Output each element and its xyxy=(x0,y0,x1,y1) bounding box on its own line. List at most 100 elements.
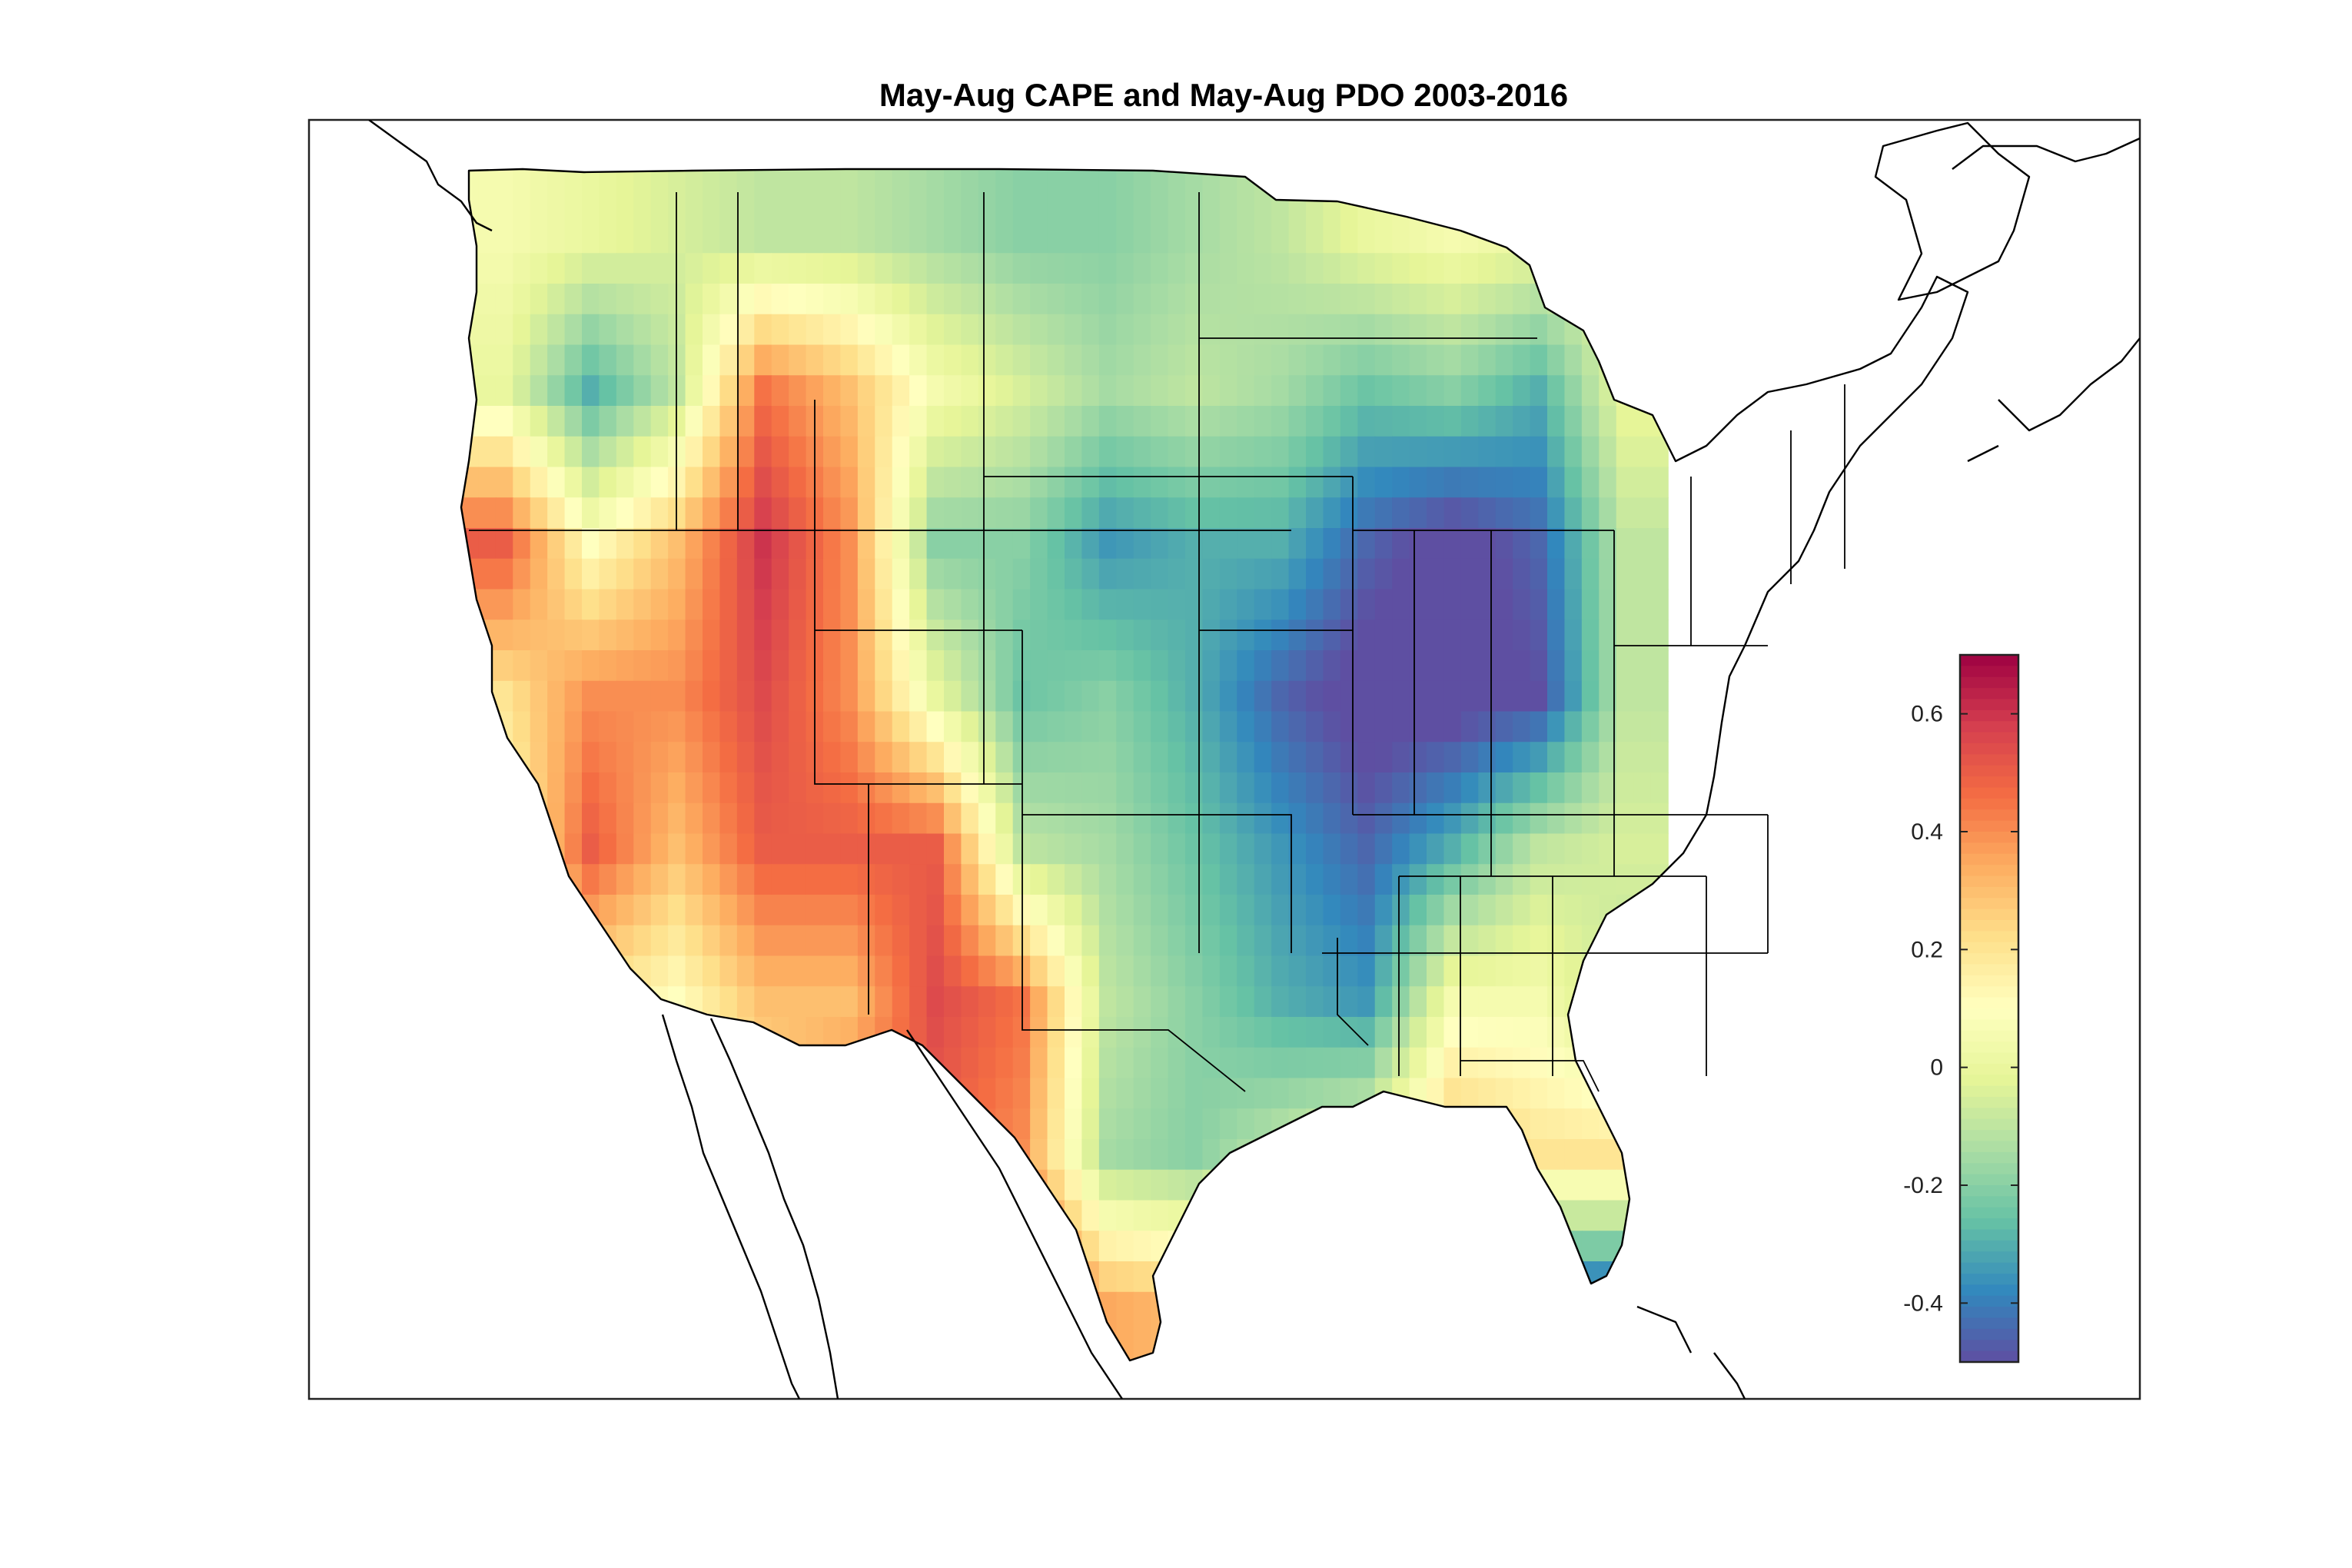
heatmap-cell xyxy=(995,1353,1014,1360)
heatmap-cell xyxy=(719,802,738,835)
heatmap-cell xyxy=(1581,589,1600,621)
heatmap-cell xyxy=(719,833,738,865)
heatmap-cell xyxy=(1151,1353,1169,1360)
heatmap-cell xyxy=(633,1261,652,1293)
heatmap-cell xyxy=(599,620,617,651)
heatmap-cell xyxy=(599,711,617,743)
heatmap-cell xyxy=(461,1200,480,1232)
heatmap-cell xyxy=(1443,169,1462,193)
heatmap-cell xyxy=(599,528,617,560)
heatmap-cell xyxy=(789,1169,807,1201)
heatmap-cell xyxy=(1530,589,1548,621)
heatmap-cell xyxy=(1081,191,1100,224)
heatmap-cell xyxy=(1495,314,1513,346)
heatmap-cell xyxy=(1151,169,1169,193)
heatmap-cell xyxy=(1478,1078,1497,1110)
heatmap-cell xyxy=(1650,711,1669,743)
heatmap-cell xyxy=(616,589,635,621)
heatmap-cell xyxy=(1185,1139,1204,1171)
heatmap-cell xyxy=(978,169,997,193)
heatmap-cell xyxy=(1271,528,1290,560)
heatmap-cell xyxy=(495,864,514,895)
heatmap-cell xyxy=(495,742,514,773)
heatmap-cell xyxy=(1392,375,1410,407)
heatmap-cell xyxy=(1392,169,1410,193)
heatmap-cell xyxy=(857,680,876,713)
heatmap-cell xyxy=(736,1353,756,1360)
heatmap-cell xyxy=(1168,1139,1186,1171)
heatmap-cell xyxy=(909,589,928,621)
heatmap-cell xyxy=(857,895,876,926)
heatmap-cell xyxy=(1599,1261,1617,1293)
heatmap-cell xyxy=(995,1231,1014,1262)
heatmap-cell xyxy=(1098,1261,1118,1293)
heatmap-cell xyxy=(1030,314,1048,346)
heatmap-cell xyxy=(1081,589,1100,621)
heatmap-cell xyxy=(1151,589,1169,621)
heatmap-cell xyxy=(1599,314,1617,346)
heatmap-cell xyxy=(1098,711,1118,743)
heatmap-cell xyxy=(495,169,514,193)
heatmap-cell xyxy=(1513,620,1531,651)
heatmap-cell xyxy=(616,1261,635,1293)
heatmap-cell xyxy=(1357,558,1376,590)
heatmap-cell xyxy=(1030,467,1048,499)
heatmap-cell xyxy=(1081,1139,1100,1171)
heatmap-cell xyxy=(1081,314,1100,346)
heatmap-cell xyxy=(1012,375,1031,407)
heatmap-cell xyxy=(978,1047,997,1079)
heatmap-cell xyxy=(789,986,807,1018)
heatmap-cell xyxy=(1374,1231,1393,1262)
heatmap-cell xyxy=(1065,1322,1083,1354)
heatmap-cell xyxy=(754,1322,772,1354)
heatmap-cell xyxy=(1633,833,1652,865)
heatmap-cell xyxy=(1409,955,1427,988)
heatmap-cell xyxy=(495,955,514,988)
heatmap-cell xyxy=(1530,986,1548,1018)
heatmap-cell xyxy=(1513,711,1531,743)
heatmap-cell xyxy=(1616,1231,1634,1262)
heatmap-cell xyxy=(1599,344,1617,377)
heatmap-cell xyxy=(1237,344,1255,377)
heatmap-cell xyxy=(1513,925,1531,957)
heatmap-cell xyxy=(1513,1231,1531,1262)
heatmap-cell xyxy=(668,802,686,835)
heatmap-cell xyxy=(616,620,635,651)
heatmap-cell xyxy=(1357,802,1376,835)
heatmap-cell xyxy=(926,314,945,346)
heatmap-cell xyxy=(995,406,1014,437)
heatmap-cell xyxy=(1547,802,1566,835)
heatmap-cell xyxy=(478,1169,497,1201)
heatmap-cell xyxy=(806,1200,824,1232)
heatmap-cell xyxy=(1219,925,1238,957)
heatmap-cell xyxy=(1047,1231,1065,1262)
heatmap-cell xyxy=(1151,986,1169,1018)
heatmap-cell xyxy=(1151,1200,1169,1232)
heatmap-cell xyxy=(909,864,928,895)
heatmap-cell xyxy=(1151,955,1169,988)
heatmap-cell xyxy=(789,833,807,865)
heatmap-cell xyxy=(1202,497,1221,529)
heatmap-cell xyxy=(1616,222,1634,254)
heatmap-cell xyxy=(1047,742,1065,773)
heatmap-cell xyxy=(1340,497,1359,529)
heatmap-cell xyxy=(1633,375,1652,407)
heatmap-cell xyxy=(736,650,756,682)
heatmap-cell xyxy=(1133,191,1151,224)
heatmap-cell xyxy=(599,1261,617,1293)
heatmap-cell xyxy=(1443,742,1462,773)
heatmap-cell xyxy=(1599,1231,1617,1262)
heatmap-cell xyxy=(719,955,738,988)
heatmap-cell xyxy=(1288,406,1307,437)
heatmap-cell xyxy=(1633,742,1652,773)
heatmap-cell xyxy=(478,650,497,682)
heatmap-cell xyxy=(495,406,514,437)
heatmap-cell xyxy=(1168,375,1186,407)
heatmap-cell xyxy=(1392,589,1410,621)
heatmap-cell xyxy=(1495,191,1513,224)
heatmap-cell xyxy=(461,1353,480,1360)
heatmap-cell xyxy=(961,253,979,284)
heatmap-cell xyxy=(530,497,548,529)
heatmap-cell xyxy=(1633,1108,1652,1140)
heatmap-cell xyxy=(1443,314,1462,346)
